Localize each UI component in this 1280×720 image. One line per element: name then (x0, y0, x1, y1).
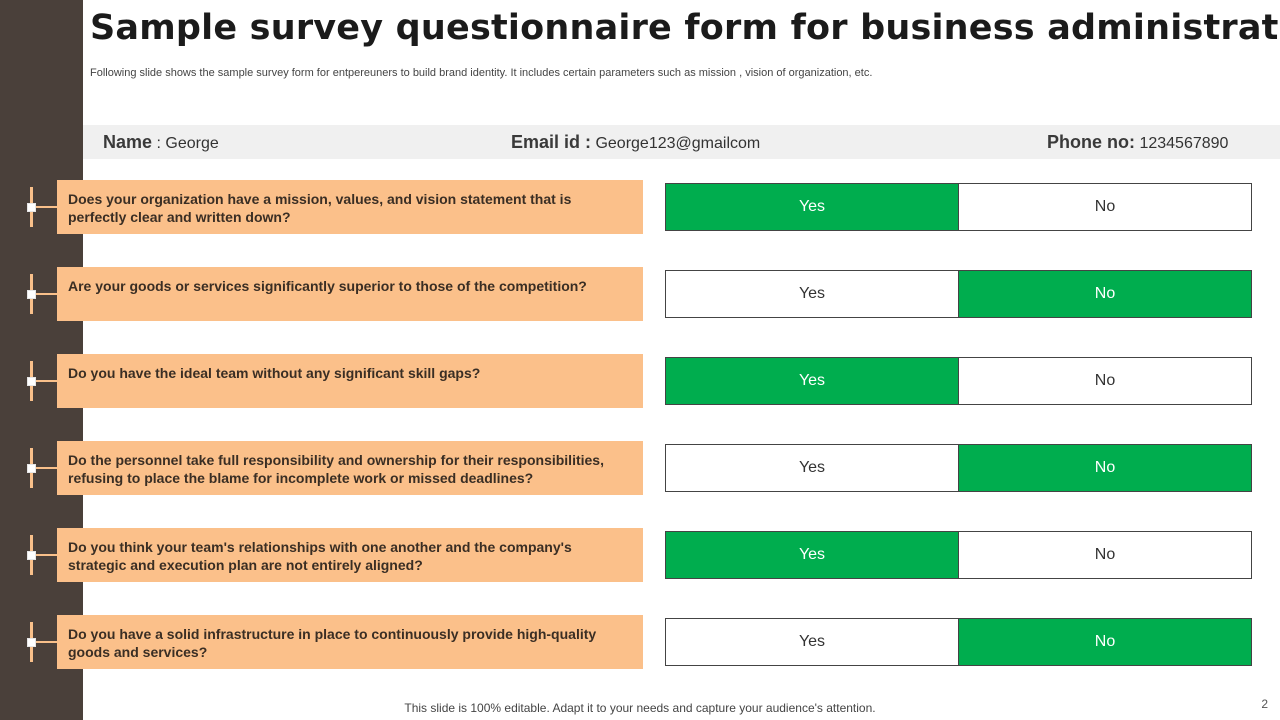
connector-node (27, 638, 36, 647)
question-text: Do you have a solid infrastructure in pl… (68, 626, 597, 660)
answer-group: Yes No (665, 183, 1252, 231)
name-separator: : (152, 135, 166, 152)
connector-branch (32, 554, 57, 556)
answer-no-button[interactable]: No (959, 531, 1252, 579)
answer-no-button[interactable]: No (959, 183, 1252, 231)
question-row: Do you think your team's relationships w… (0, 528, 1280, 582)
connector-node (27, 290, 36, 299)
question-row: Do the personnel take full responsibilit… (0, 441, 1280, 495)
name-field: Name : George (103, 125, 219, 159)
page-subtitle: Following slide shows the sample survey … (90, 67, 873, 79)
question-text: Do you have the ideal team without any s… (68, 365, 481, 381)
answer-yes-button[interactable]: Yes (665, 183, 959, 231)
answer-group: Yes No (665, 618, 1252, 666)
connector-branch (32, 467, 57, 469)
name-value[interactable]: George (165, 135, 219, 152)
question-row: Does your organization have a mission, v… (0, 180, 1280, 234)
email-value[interactable]: George123@gmailcom (591, 135, 761, 152)
phone-field: Phone no: 1234567890 (1047, 125, 1228, 159)
phone-value[interactable]: 1234567890 (1135, 135, 1229, 152)
answer-no-button[interactable]: No (959, 270, 1252, 318)
page-title: Sample survey questionnaire form for bus… (90, 8, 1280, 48)
email-field: Email id : George123@gmailcom (511, 125, 760, 159)
question-box: Do you think your team's relationships w… (57, 528, 643, 582)
question-box: Do you have a solid infrastructure in pl… (57, 615, 643, 669)
connector-node (27, 377, 36, 386)
answer-yes-button[interactable]: Yes (665, 531, 959, 579)
answer-no-button[interactable]: No (959, 618, 1252, 666)
connector-node (27, 464, 36, 473)
question-box: Do the personnel take full responsibilit… (57, 441, 643, 495)
phone-label: Phone no: (1047, 132, 1135, 152)
connector-node (27, 551, 36, 560)
answer-no-button[interactable]: No (959, 357, 1252, 405)
answer-yes-button[interactable]: Yes (665, 618, 959, 666)
name-label: Name (103, 132, 153, 152)
question-text: Do the personnel take full responsibilit… (68, 452, 604, 486)
respondent-info-bar: Name : George Email id : George123@gmail… (83, 125, 1280, 159)
question-row: Are your goods or services significantly… (0, 267, 1280, 321)
answer-yes-button[interactable]: Yes (665, 444, 959, 492)
email-label: Email id : (511, 132, 592, 152)
connector-branch (32, 293, 57, 295)
answer-group: Yes No (665, 357, 1252, 405)
question-box: Are your goods or services significantly… (57, 267, 643, 321)
question-text: Do you think your team's relationships w… (68, 539, 572, 573)
answer-yes-button[interactable]: Yes (665, 270, 959, 318)
page-number: 2 (1261, 697, 1268, 711)
connector-branch (32, 206, 57, 208)
footer-note: This slide is 100% editable. Adapt it to… (404, 701, 876, 715)
question-text: Does your organization have a mission, v… (68, 191, 572, 225)
question-text: Are your goods or services significantly… (68, 278, 587, 294)
answer-group: Yes No (665, 270, 1252, 318)
connector-node (27, 203, 36, 212)
answer-group: Yes No (665, 444, 1252, 492)
question-row: Do you have a solid infrastructure in pl… (0, 615, 1280, 669)
answer-group: Yes No (665, 531, 1252, 579)
connector-branch (32, 641, 57, 643)
question-box: Does your organization have a mission, v… (57, 180, 643, 234)
answer-no-button[interactable]: No (959, 444, 1252, 492)
connector-branch (32, 380, 57, 382)
question-box: Do you have the ideal team without any s… (57, 354, 643, 408)
answer-yes-button[interactable]: Yes (665, 357, 959, 405)
question-row: Do you have the ideal team without any s… (0, 354, 1280, 408)
